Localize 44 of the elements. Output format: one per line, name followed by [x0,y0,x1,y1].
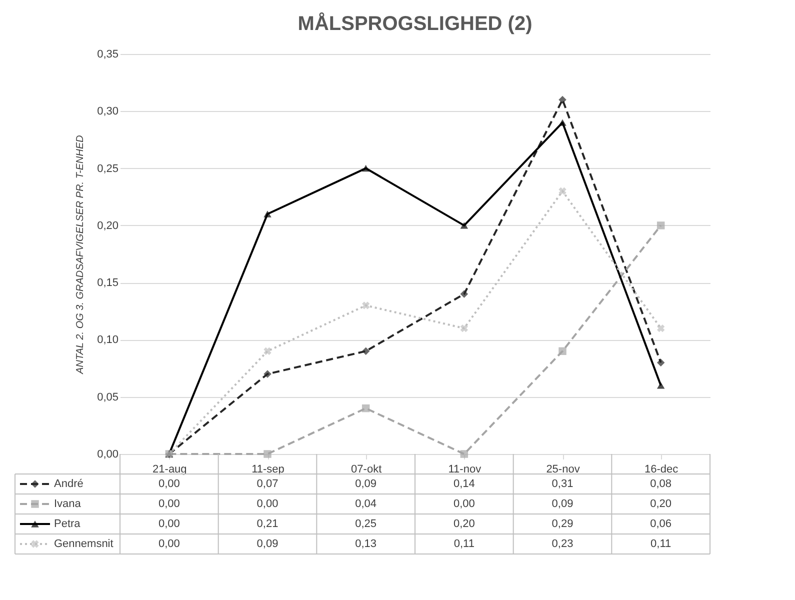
data-label: 0,00 [158,478,180,490]
data-label: 0,25 [355,518,377,530]
data-label: 0,00 [158,518,180,530]
chart-title: MÅLSPROGSLIGHED (2) [298,12,532,35]
data-label: 0,11 [650,538,672,550]
x-tick-label: 07-okt [351,464,382,476]
data-label: 0,07 [256,478,278,490]
y-tick-label: 0,35 [97,48,118,60]
data-label: 0,08 [650,478,672,490]
x-tick-label: 16-dec [644,464,679,476]
y-tick-label: 0,30 [97,106,118,118]
data-label: 0,23 [552,538,574,550]
y-tick-label: 0,00 [97,448,118,460]
x-tick-label: 11-nov [448,464,482,476]
y-axis-title: ANTAL 2. OG 3. GRADSAFVIGELSER PR. T-ENHED [75,135,86,375]
data-label: 0,09 [355,478,377,490]
y-tick-label: 0,20 [97,220,118,232]
data-label: 0,13 [355,538,377,550]
data-label: 0,20 [453,518,475,530]
data-label: 0,00 [453,498,475,510]
y-tick-label: 0,05 [97,391,118,404]
data-label: 0,04 [355,498,377,510]
y-tick-label: 0,25 [97,162,118,175]
data-label: 0,06 [650,518,672,530]
data-label: 0,00 [158,498,180,510]
legend-label: Gennemsnit [54,538,114,550]
x-tick-label: 11-sep [252,464,284,476]
data-label: 0,20 [650,498,672,510]
data-label: 0,09 [552,498,574,510]
data-label: 0,31 [552,478,574,490]
legend-label: André [54,478,84,490]
legend-label: Ivana [54,498,82,510]
data-label: 0,00 [158,538,180,550]
data-label: 0,21 [256,518,278,530]
data-label: 0,14 [453,478,475,490]
data-label: 0,09 [256,538,278,550]
data-label: 0,29 [552,518,574,530]
data-label: 0,11 [454,538,474,550]
legend-label: Petra [54,518,82,530]
y-tick-label: 0,15 [97,277,118,290]
x-tick-label: 25-nov [546,464,580,476]
data-label: 0,00 [256,498,278,510]
y-tick-label: 0,10 [97,334,118,346]
x-tick-label: 21-aug [152,464,187,476]
